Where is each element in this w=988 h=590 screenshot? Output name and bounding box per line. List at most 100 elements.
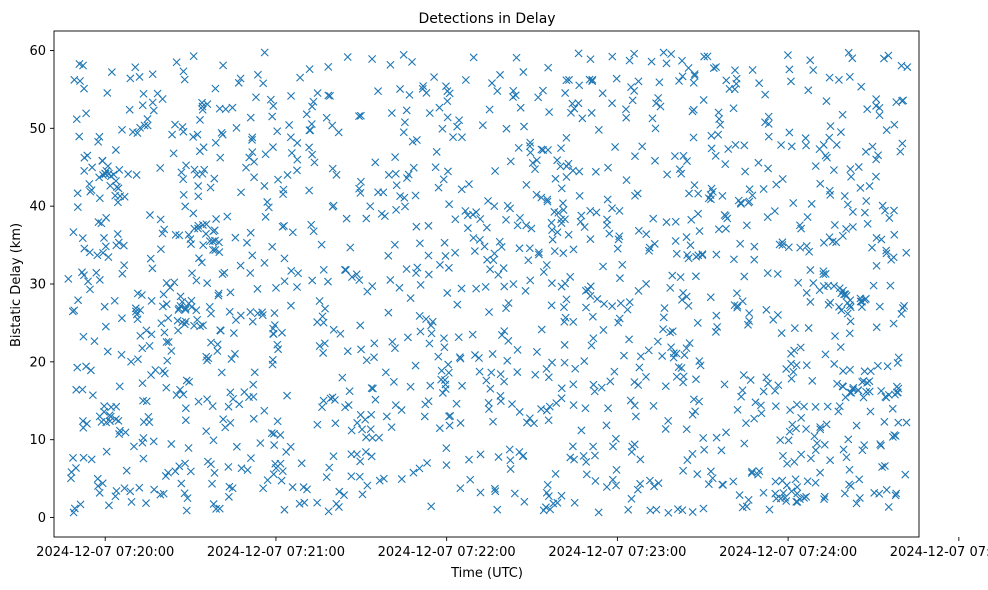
data-point-marker [537,145,546,154]
data-point-marker [605,229,614,238]
data-point-marker [802,288,811,297]
data-point-marker [842,291,851,300]
data-point-marker [375,476,384,485]
data-point-marker [213,347,222,356]
data-point-marker [279,190,288,199]
data-point-marker [608,204,617,213]
data-point-marker [794,278,803,287]
data-point-marker [688,449,697,458]
data-point-marker [129,442,138,451]
data-point-marker [695,227,704,236]
data-point-marker [182,376,191,385]
data-point-marker [124,170,133,179]
data-point-marker [247,135,256,144]
data-point-marker [276,430,285,439]
data-point-marker [513,221,522,230]
data-point-marker [179,127,188,136]
data-point-marker [441,380,450,389]
data-point-marker [865,387,874,396]
data-point-marker [286,133,295,142]
data-point-marker [345,387,354,396]
data-point-marker [747,469,756,478]
data-point-marker [189,52,198,61]
data-point-marker [722,428,731,437]
data-point-marker [78,234,87,243]
data-point-marker [729,255,738,264]
data-point-marker [495,237,504,246]
data-point-marker [235,400,244,409]
data-point-marker [490,202,499,211]
data-point-marker [591,477,600,485]
data-point-marker [458,381,467,390]
data-point-marker [778,241,787,250]
data-point-marker [560,358,569,367]
data-point-marker [706,195,715,204]
data-point-marker [209,245,218,254]
data-point-marker [169,149,178,158]
data-point-marker [248,133,257,142]
data-point-marker [476,488,485,497]
data-point-marker [790,324,799,333]
data-point-marker [587,341,596,350]
data-point-marker [551,469,560,478]
data-point-marker [597,383,606,392]
data-point-marker [438,124,447,133]
data-point-marker [855,493,864,502]
data-point-marker [553,228,562,237]
data-point-marker [164,468,173,477]
data-point-marker [472,208,481,217]
data-point-marker [732,79,741,88]
data-point-marker [438,388,447,397]
data-point-marker [319,318,328,327]
data-point-marker [224,492,233,501]
data-point-marker [319,396,328,405]
data-point-marker [688,508,697,517]
data-point-marker [181,459,190,468]
data-point-marker [324,91,333,100]
data-point-marker [356,321,365,330]
data-point-marker [544,416,553,425]
data-point-marker [286,442,295,451]
data-point-marker [531,165,539,174]
data-point-marker [461,206,470,215]
data-point-marker [396,84,405,93]
data-point-marker [362,214,371,223]
data-point-marker [759,488,768,497]
data-point-marker [397,475,406,484]
data-point-marker [358,425,367,434]
data-point-marker [491,167,500,175]
data-point-marker [755,467,764,476]
data-point-marker [127,357,136,366]
data-point-marker [95,194,104,203]
data-point-marker [778,238,787,247]
data-point-marker [704,480,713,489]
data-point-marker [805,247,814,256]
data-point-marker [592,208,601,217]
data-point-marker [765,505,774,514]
data-point-marker [441,82,450,91]
data-point-marker [133,315,142,324]
data-point-marker [544,63,553,72]
data-point-marker [713,322,722,331]
data-point-marker [280,505,289,514]
data-point-marker [164,314,173,323]
data-point-marker [890,230,899,239]
data-point-marker [668,271,677,280]
data-point-marker [125,105,134,114]
data-point-marker [181,304,190,313]
data-point-marker [543,197,552,206]
data-point-marker [515,448,524,457]
data-point-marker [443,288,452,297]
data-point-marker [786,406,795,414]
data-point-marker [859,393,868,402]
data-point-marker [148,264,157,273]
data-point-marker [308,150,317,159]
data-point-marker [182,506,191,515]
data-point-marker [787,142,796,151]
data-point-marker [776,436,785,445]
data-point-marker [839,366,848,375]
data-point-marker [111,176,120,185]
data-point-marker [120,261,129,270]
data-point-marker [712,311,721,320]
data-point-marker [704,194,713,203]
